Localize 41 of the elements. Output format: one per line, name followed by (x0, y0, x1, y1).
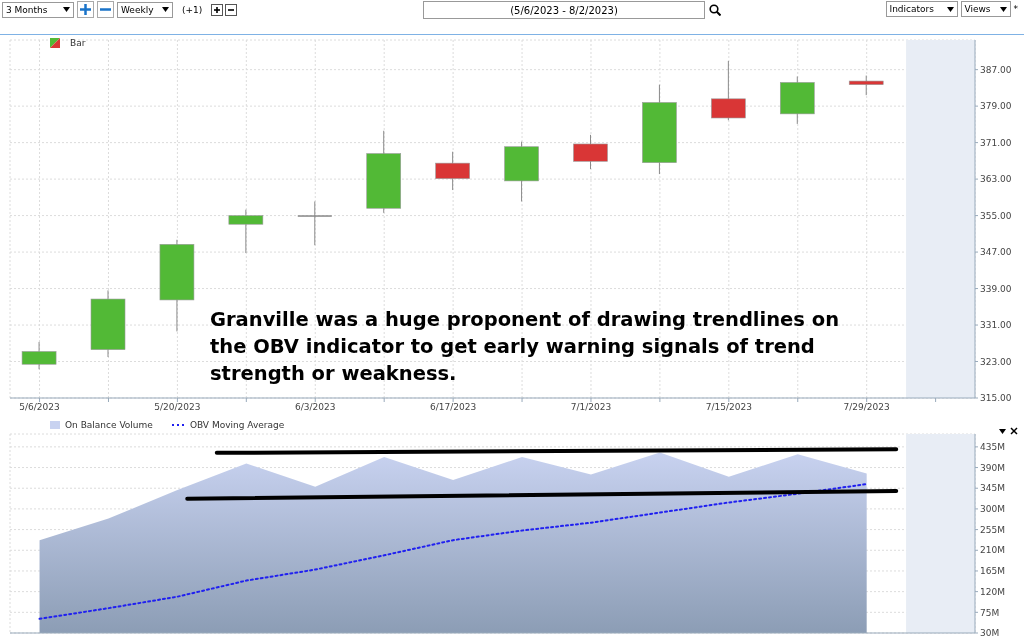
text: Views (964, 4, 991, 14)
x-tick-label: 5/6/2023 (19, 402, 60, 413)
y-tick-label: 300M (980, 504, 1005, 515)
x-tick-label: 7/15/2023 (705, 402, 752, 413)
y-tick-label: 390M (980, 462, 1005, 473)
y-tick-label: 323.00 (980, 356, 1012, 367)
y-tick-label: 363.00 (980, 174, 1012, 185)
y-tick-label: 347.00 (980, 247, 1012, 258)
line-series (38, 483, 868, 620)
x-tick-label: 5/20/2023 (154, 402, 201, 413)
y-tick-label: 255M (980, 524, 1005, 535)
text: (+1) (182, 4, 203, 15)
y-tick-label: 339.00 (980, 283, 1012, 294)
y-tick-label: 210M (980, 545, 1005, 556)
candlestick (297, 200, 332, 246)
annotation: Granville was a huge proponent of drawing trendlines on the OBV indicator to get early warning signals of trend strength or weakness. (210, 307, 840, 387)
legend-label: On Balance Volume (65, 420, 153, 430)
x-tick-label: 6/3/2023 (295, 402, 336, 413)
y-tick-label: 315.00 (980, 393, 1012, 404)
x-tick-label: 7/29/2023 (843, 402, 890, 413)
y-tick-label: 30M (980, 628, 1000, 639)
y-tick-label: 387.00 (980, 64, 1012, 75)
y-tick-label: 345M (980, 483, 1005, 494)
y-tick-label: 165M (980, 566, 1005, 577)
legend-label: OBV Moving Average (189, 420, 285, 430)
y-tick-label: 379.00 (980, 101, 1012, 112)
text: Indicators (889, 4, 934, 14)
legend-label: Bar (70, 38, 86, 48)
y-tick-label: 331.00 (980, 320, 1012, 331)
y-tick-label: 120M (980, 586, 1005, 597)
x-tick-label: 6/17/2023 (430, 402, 477, 413)
text: 3 Months (6, 4, 48, 15)
y-tick-label: 371.00 (980, 137, 1012, 148)
y-tick-label: 435M (980, 442, 1005, 453)
y-tick-label: 75M (980, 607, 1000, 618)
x-tick-label: 7/1/2023 (570, 402, 612, 413)
y-tick-label: 355.00 (980, 210, 1012, 221)
text: Weekly (121, 4, 154, 15)
candlestick (848, 75, 884, 96)
text: * (1013, 4, 1018, 14)
chart-title: (5/6/2023 - 8/2/2023) (423, 1, 705, 19)
